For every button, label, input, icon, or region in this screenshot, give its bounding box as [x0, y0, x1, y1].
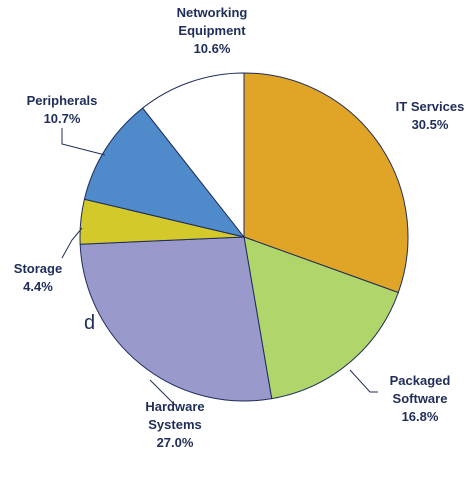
category-name: Peripherals	[26, 93, 98, 108]
category-name: Hardware Systems	[145, 399, 205, 432]
value-label: 30.5%	[411, 117, 449, 132]
slice-label: IT Services 30.5%	[380, 98, 476, 134]
slices	[79, 72, 409, 402]
slice-label: Hardware Systems 27.0%	[130, 398, 220, 452]
leader-lines	[61, 128, 378, 406]
category-name: Packaged Software	[389, 373, 451, 406]
slice	[83, 107, 246, 238]
category-name: Networking Equipment	[176, 5, 248, 38]
category-name: IT Services	[395, 99, 465, 114]
leader-line	[61, 128, 106, 156]
leader-line	[61, 227, 83, 259]
slice-label: Packaged Software 16.8%	[375, 372, 465, 426]
value-label: 4.4%	[23, 279, 53, 294]
leader-line	[349, 369, 378, 393]
slice-label: Peripherals 10.7%	[17, 92, 107, 128]
slice	[79, 236, 273, 402]
category-name: Storage	[13, 261, 63, 276]
value-label: 27.0%	[156, 435, 194, 450]
leader-line	[149, 379, 176, 406]
slice-label: Storage 4.4%	[0, 260, 83, 296]
value-label: 16.8%	[401, 409, 439, 424]
slice-label: Networking Equipment 10.6%	[167, 4, 257, 58]
slice	[243, 72, 409, 294]
text-fragment: d	[84, 312, 96, 334]
slice	[243, 236, 399, 400]
value-label: 10.7%	[43, 111, 81, 126]
slice	[141, 72, 245, 239]
value-label: 10.6%	[193, 41, 231, 56]
